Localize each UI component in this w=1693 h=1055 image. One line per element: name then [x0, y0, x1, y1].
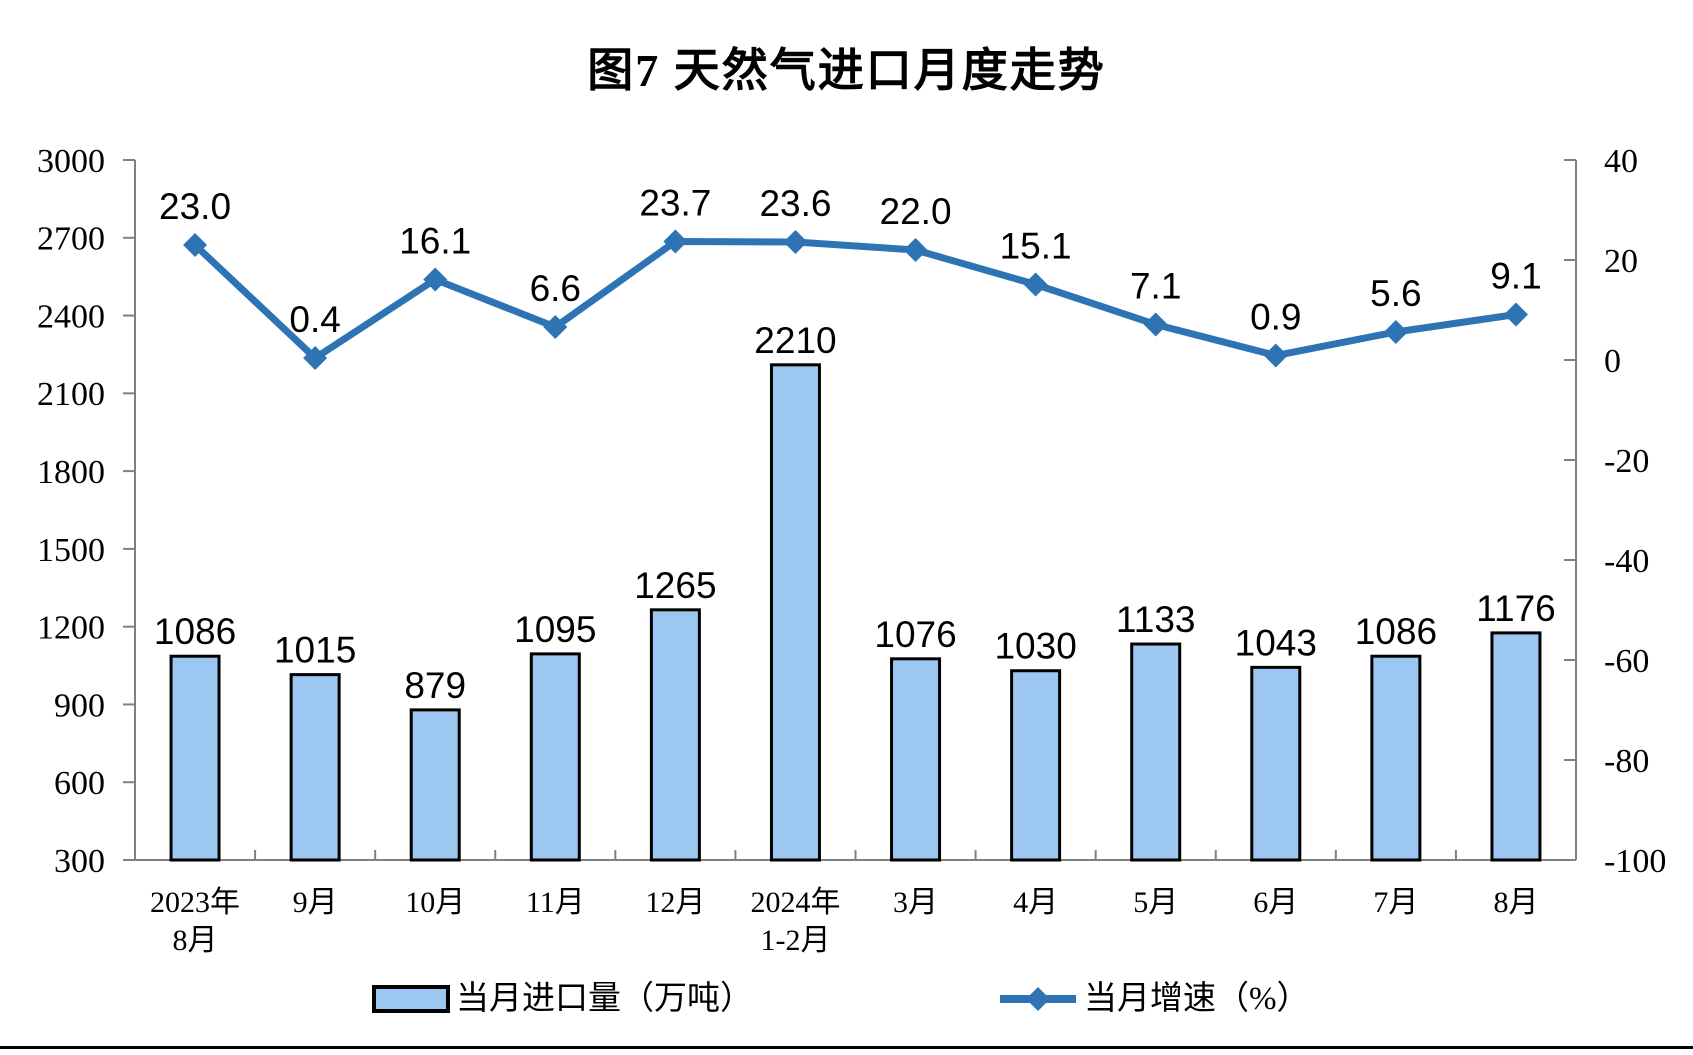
left-axis-tick-label: 1200 — [37, 610, 105, 647]
bar — [1370, 654, 1422, 862]
legend-item-growth: 当月增速（%） — [998, 982, 1310, 1016]
x-axis-category-label: 12月 — [645, 886, 705, 919]
bar — [769, 363, 821, 862]
bar — [1010, 669, 1062, 862]
line-value-label: 5.6 — [1370, 273, 1421, 314]
bar — [1250, 665, 1302, 862]
x-axis-category-label: 1-2月 — [760, 924, 830, 957]
line-marker — [663, 229, 688, 254]
bar-value-label: 1086 — [1355, 611, 1437, 652]
x-axis-category-label: 2023年 — [150, 886, 240, 919]
bar-value-label: 1030 — [994, 626, 1076, 667]
left-axis-tick-label: 900 — [54, 687, 105, 724]
bar — [409, 708, 461, 862]
bar-value-label: 1176 — [1476, 588, 1556, 629]
bar-value-label: 1265 — [634, 565, 716, 606]
x-axis-category-label: 5月 — [1133, 886, 1178, 919]
x-axis-category-label: 8月 — [1493, 886, 1538, 919]
bar — [649, 608, 701, 862]
bar-value-label: 1015 — [274, 630, 356, 671]
right-axis-tick-label: -20 — [1604, 443, 1649, 480]
chart-title: 图7 天然气进口月度走势 — [587, 45, 1106, 96]
growth-line — [192, 237, 1517, 363]
line-value-label: 22.0 — [880, 191, 952, 232]
line-marker — [183, 233, 208, 257]
left-axis-tick-label: 2400 — [37, 298, 105, 335]
line-marker — [1263, 343, 1288, 368]
left-axis-tick-label: 1500 — [37, 532, 105, 569]
left-axis-tick-label: 3000 — [37, 143, 105, 180]
legend-label-growth: 当月增速（%） — [1084, 981, 1310, 1017]
bar-value-label: 1133 — [1116, 599, 1196, 640]
bar-value-label: 1076 — [874, 614, 956, 655]
right-axis-tick-label: 20 — [1604, 243, 1638, 280]
left-axis-tick-label: 2700 — [37, 221, 105, 258]
x-axis-category-label: 8月 — [173, 924, 218, 957]
line-marker — [1143, 312, 1168, 337]
right-axis-tick-label: -100 — [1604, 843, 1666, 880]
line-value-label: 6.6 — [530, 268, 581, 309]
x-axis-category-label: 4月 — [1013, 886, 1058, 919]
line-value-label: 16.1 — [399, 221, 471, 262]
line-value-label: 0.9 — [1250, 297, 1301, 338]
left-axis-tick-label: 300 — [54, 843, 105, 880]
x-axis-category-label: 11月 — [526, 886, 585, 919]
bar-value-label: 1043 — [1235, 622, 1317, 663]
line-marker — [303, 346, 328, 370]
line-marker — [1503, 302, 1528, 327]
left-axis-tick-label: 1800 — [37, 454, 105, 491]
line-marker-swatch — [1000, 987, 1076, 1011]
line-value-label: 7.1 — [1130, 266, 1181, 307]
left-axis-tick-label: 2100 — [37, 376, 105, 413]
bar-value-label: 879 — [404, 665, 466, 706]
right-axis-tick-label: 0 — [1604, 343, 1621, 380]
bar-value-label: 2210 — [754, 320, 836, 361]
x-axis-category-label: 2024年 — [750, 886, 840, 919]
line-value-label: 9.1 — [1490, 256, 1541, 297]
bar — [529, 652, 581, 862]
legend-label-imports: 当月进口量（万吨） — [456, 981, 753, 1017]
bar-value-label: 1086 — [154, 611, 236, 652]
bar — [289, 673, 341, 862]
right-axis-tick-label: -40 — [1604, 543, 1649, 580]
line-marker — [423, 267, 448, 292]
line-value-label: 23.7 — [639, 183, 711, 224]
bar — [890, 657, 942, 862]
line-marker — [903, 238, 928, 262]
line-value-label: 23.6 — [759, 183, 831, 224]
line-marker — [1383, 320, 1408, 344]
bar-swatch — [372, 985, 450, 1013]
line-value-label: 23.0 — [159, 186, 231, 227]
bar — [1490, 631, 1542, 862]
legend-item-imports: 当月进口量（万吨） — [372, 982, 753, 1016]
line-marker — [543, 315, 568, 339]
bottom-rule — [0, 1046, 1693, 1049]
x-axis-category-label: 3月 — [893, 886, 938, 919]
x-axis-category-label: 10月 — [405, 886, 465, 919]
bar — [169, 654, 221, 862]
line-marker — [1023, 272, 1048, 297]
bar-value-label: 1095 — [514, 609, 596, 650]
right-axis-tick-label: -60 — [1604, 643, 1649, 680]
line-value-label: 15.1 — [1000, 226, 1072, 267]
line-value-label: 0.4 — [289, 299, 340, 340]
x-axis-category-label: 9月 — [293, 886, 338, 919]
right-axis-tick-label: 40 — [1604, 143, 1638, 180]
line-marker — [783, 230, 808, 254]
right-axis-tick-label: -80 — [1604, 743, 1649, 780]
x-axis-category-label: 7月 — [1373, 886, 1418, 919]
left-axis-tick-label: 600 — [54, 765, 105, 802]
bar — [1130, 642, 1182, 862]
x-axis-category-label: 6月 — [1253, 886, 1298, 919]
